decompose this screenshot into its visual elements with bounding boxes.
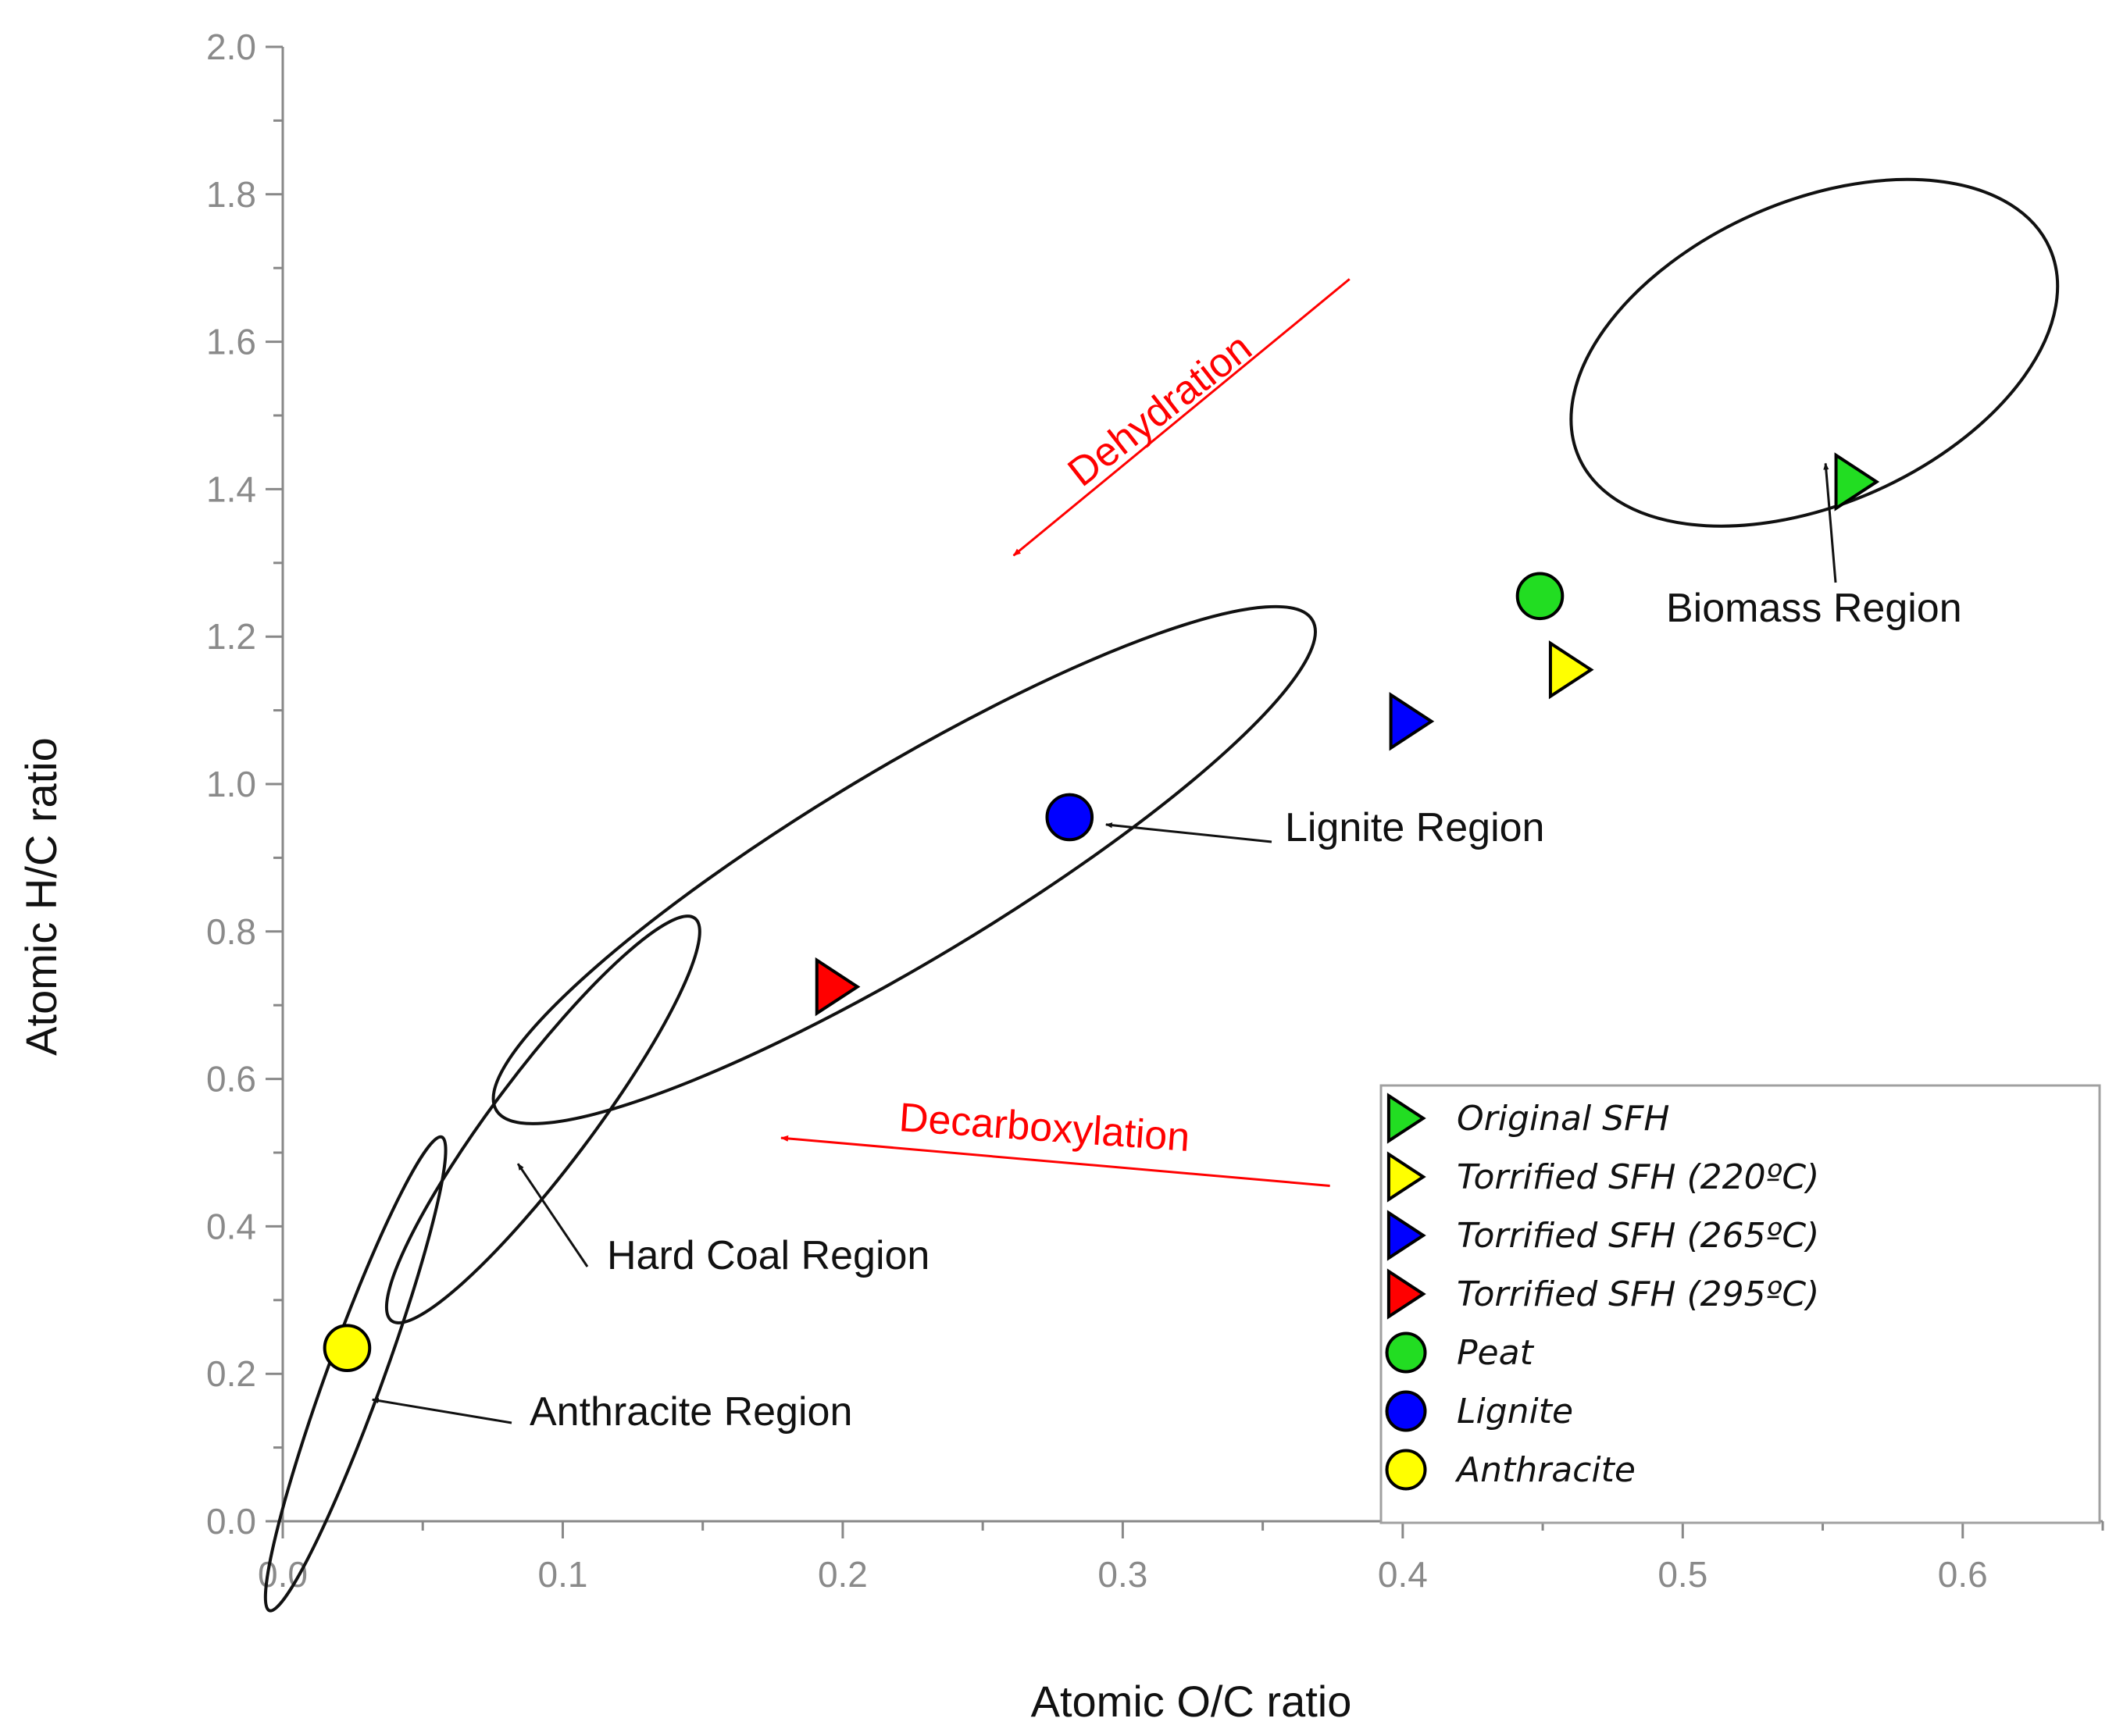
data-points [323,452,1880,1372]
legend-box [1379,1084,2101,1524]
y-tick-label: 0.8 [206,911,256,952]
lignite-region-label: Lignite Region [1285,805,1544,850]
y-axis-title: Atomic H/C ratio [16,737,66,1056]
biomass-region-ellipse [1569,177,2060,528]
dehydration-arrow [1012,278,1351,557]
y-tick-label: 1.0 [206,764,256,804]
x-tick-label: 0.4 [1378,1554,1428,1595]
hard-coal-region-ellipse [384,914,701,1324]
torrified-sfh-265-c-point [1389,692,1435,751]
annotation-arrows [371,278,1837,1424]
lignite-region-ellipse [491,604,1317,1125]
hard-coal-region-arrow [516,1163,589,1267]
legend-marker-anthracite [1385,1449,1427,1491]
original-sfh-point [1834,452,1880,512]
y-tick-label: 0.4 [206,1206,256,1246]
biomass-region-arrow [1823,462,1837,583]
y-tick-label: 1.2 [206,616,256,657]
x-tick-label: 0.6 [1938,1554,1988,1595]
dehydration-label: Dehydration [1060,325,1261,495]
legend-label-torrified-sfh-295-c: Torrified SFH (295ºC) [1457,1274,1819,1314]
anthracite-region-label: Anthracite Region [530,1389,852,1435]
legend: Original SFH Torrified SFH (220ºC) Torrifi… [1379,1084,2101,1524]
x-tick-label: 0.3 [1097,1554,1147,1595]
legend-marker-peat [1385,1331,1427,1374]
y-tick-label: 1.8 [206,174,256,215]
biomass-region-label: Biomass Region [1666,586,1962,631]
legend-marker-torrified-sfh-220-c [1386,1151,1426,1203]
anthracite-region-ellipse [263,1135,448,1613]
legend-marker-torrified-sfh-265-c [1386,1210,1426,1261]
y-tick-label: 0.2 [206,1353,256,1394]
lignite-region-arrow [1104,822,1272,843]
legend-marker-torrified-sfh-295-c [1386,1268,1426,1320]
x-tick-label: 0.5 [1657,1554,1707,1595]
legend-label-torrified-sfh-265-c: Torrified SFH (265ºC) [1457,1216,1819,1256]
legend-label-anthracite: Anthracite [1454,1450,1636,1490]
legend-marker-lignite [1385,1390,1427,1432]
legend-marker-original-sfh [1386,1093,1426,1144]
legend-label-peat: Peat [1457,1333,1535,1373]
x-axis-title: Atomic O/C ratio [1031,1677,1352,1726]
y-tick-label: 1.4 [206,469,256,509]
lignite-point [1045,793,1094,842]
legend-label-original-sfh: Original SFH [1457,1099,1670,1139]
y-tick-label: 2.0 [206,27,256,67]
y-tick-label: 0.6 [206,1059,256,1100]
anthracite-point [323,1324,372,1372]
legend-label-torrified-sfh-220-c: Torrified SFH (220ºC) [1457,1157,1819,1197]
region-ellipses [263,177,2060,1613]
peat-point [1515,572,1565,621]
anthracite-region-arrow [371,1398,512,1424]
x-tick-label: 0.2 [818,1554,868,1595]
torrified-sfh-220-c-point [1548,640,1594,700]
y-tick-label: 1.6 [206,322,256,362]
y-tick-label: 0.0 [206,1501,256,1542]
torrified-sfh-295-c-point [815,957,861,1017]
axis-ticks: 0.00.20.40.60.81.01.21.41.61.82.00.0 0.1 0… [206,27,2104,1595]
legend-label-lignite: Lignite [1457,1392,1573,1431]
decarboxylation-label: Decarboxylation [897,1095,1191,1160]
x-tick-label: 0.1 [537,1554,587,1595]
decarboxylation-arrow [780,1135,1330,1187]
hard-coal-region-label: Hard Coal Region [607,1233,930,1278]
